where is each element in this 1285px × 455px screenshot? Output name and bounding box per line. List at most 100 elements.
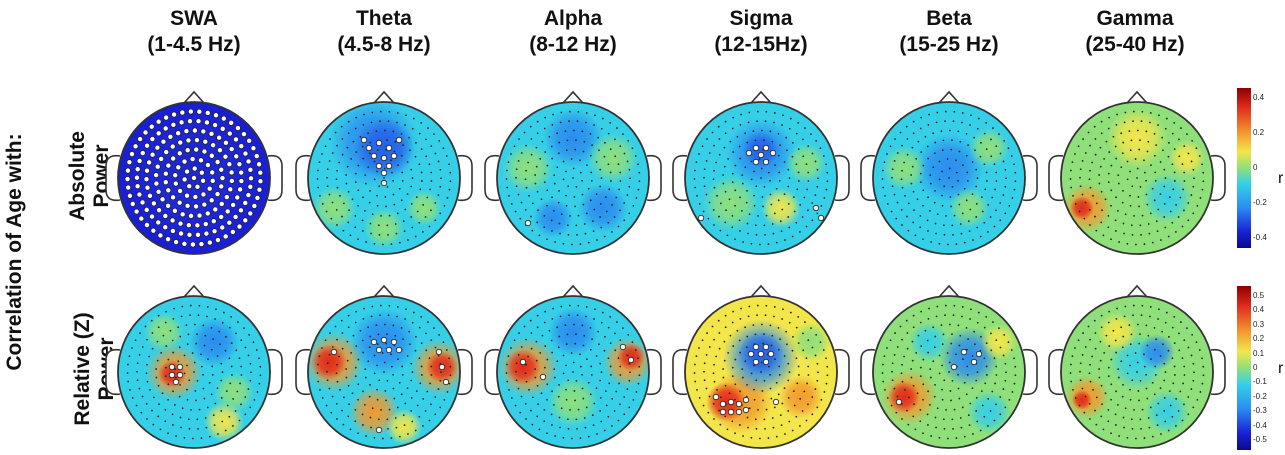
electrode (802, 349, 805, 352)
electrode (575, 418, 578, 421)
electrode (900, 208, 903, 211)
significant-electrode (206, 239, 213, 246)
electrode (514, 404, 517, 407)
electrode (792, 196, 795, 199)
electrode (901, 169, 903, 172)
significant-electrode (762, 158, 770, 166)
electrode (787, 410, 790, 412)
electrode (746, 416, 749, 419)
electrode (778, 171, 781, 174)
electrode (750, 436, 753, 439)
electrode (553, 174, 556, 177)
electrode (520, 395, 523, 398)
electrode (1116, 307, 1118, 310)
electrode (575, 224, 578, 227)
electrode (346, 165, 349, 168)
electrode (595, 161, 598, 163)
electrode (797, 315, 800, 318)
electrode (394, 334, 397, 337)
electrode (903, 355, 906, 358)
electrode (947, 437, 949, 440)
electrode (193, 371, 195, 373)
electrode (969, 402, 972, 405)
electrode (754, 333, 757, 336)
electrode (975, 216, 978, 218)
colorbar-tick: 0.3 (1253, 319, 1265, 329)
electrode (987, 425, 989, 427)
electrode (1143, 159, 1145, 162)
electrode (364, 376, 367, 379)
electrode (765, 408, 768, 411)
electrode (1137, 323, 1139, 326)
electrode (330, 217, 333, 220)
electrode (363, 307, 365, 310)
significant-electrode (146, 192, 153, 199)
power-blob (969, 128, 1009, 168)
electrode (326, 185, 329, 188)
electrode (396, 121, 398, 124)
electrode (753, 398, 756, 401)
electrode (1004, 406, 1007, 409)
electrode (434, 346, 437, 349)
significant-electrode (155, 219, 162, 226)
power-blob (548, 307, 598, 357)
electrode (593, 402, 596, 405)
significant-electrode (134, 166, 141, 173)
electrode (890, 210, 893, 213)
electrode (334, 325, 337, 328)
electrode (765, 304, 768, 307)
electrode (1155, 338, 1158, 341)
electrode (1123, 121, 1126, 124)
electrode (968, 424, 971, 427)
electrode (1141, 408, 1144, 411)
electrode (975, 410, 978, 412)
electrode (975, 203, 978, 205)
electrode (734, 432, 736, 435)
electrode (948, 167, 951, 170)
significant-electrode (165, 236, 172, 243)
electrode (376, 388, 378, 391)
electrode (959, 417, 962, 419)
electrode (731, 375, 734, 378)
electrode (919, 214, 922, 217)
electrode (1155, 414, 1158, 417)
electrode (328, 193, 331, 196)
electrode (392, 387, 395, 390)
electrode (208, 435, 211, 438)
electrode (430, 339, 433, 342)
electrode (1143, 353, 1145, 356)
electrode (1074, 203, 1077, 205)
electrode (949, 390, 952, 392)
electrode (600, 177, 603, 179)
electrode (1120, 166, 1123, 169)
electrode (745, 346, 748, 349)
significant-electrode (153, 180, 160, 187)
electrode (582, 397, 585, 400)
electrode (346, 340, 349, 343)
electrode (718, 409, 720, 412)
electrode (826, 180, 829, 183)
electrode (1126, 242, 1129, 245)
electrode (362, 390, 364, 393)
electrode (181, 407, 184, 410)
electrode (935, 121, 938, 124)
significant-electrode (149, 213, 156, 220)
electrode (357, 358, 360, 361)
significant-electrode (752, 358, 760, 366)
power-blob (1142, 173, 1192, 223)
topomap-0-5 (1048, 90, 1226, 255)
electrode (543, 127, 546, 130)
electrode (958, 344, 961, 347)
significant-electrode (186, 183, 193, 190)
topomap-1-5 (1048, 284, 1226, 449)
electrode (1147, 140, 1150, 143)
electrode (145, 372, 148, 375)
electrode (371, 305, 374, 308)
right-ear-outline (1022, 154, 1038, 202)
electrode (1167, 349, 1170, 352)
electrode (534, 368, 537, 370)
electrode (955, 437, 958, 439)
electrode (221, 321, 224, 324)
electrode (1114, 413, 1117, 416)
significant-electrode (950, 363, 958, 371)
